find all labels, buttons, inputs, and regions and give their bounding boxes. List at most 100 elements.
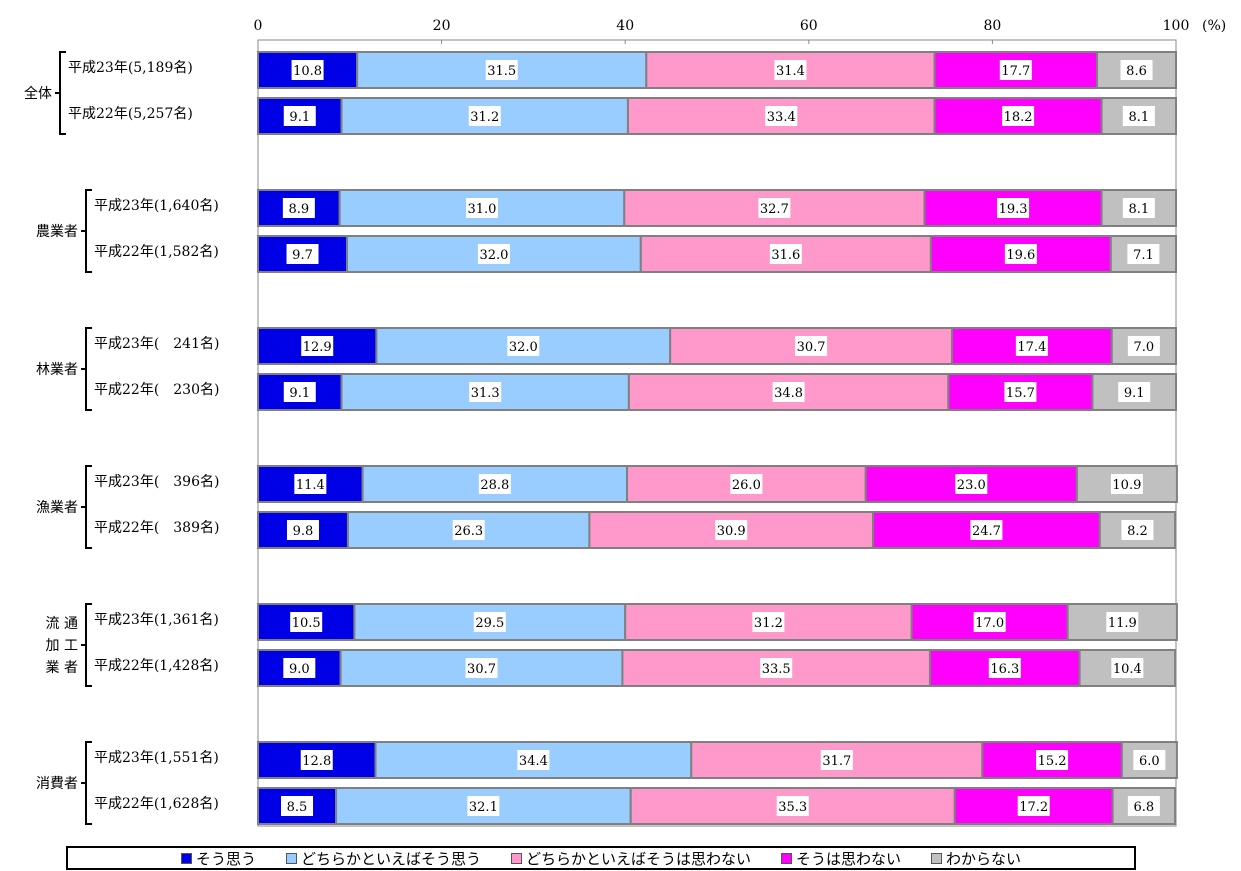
data-label-box: [776, 796, 809, 816]
data-label-box: [820, 750, 853, 770]
data-label: 6.0: [1139, 754, 1160, 769]
data-label: 33.5: [762, 662, 791, 677]
legend-swatch: [510, 852, 522, 864]
row-label: 平成23年(1,551名): [94, 750, 219, 766]
row-label: 平成23年(1,640名): [94, 198, 219, 214]
data-label-box: [281, 796, 314, 816]
data-label-box: [477, 244, 510, 264]
data-label-box: [517, 750, 550, 770]
data-label-box: [300, 750, 333, 770]
data-label-box: [955, 474, 988, 494]
data-label-box: [1002, 106, 1035, 126]
data-label: 7.0: [1134, 340, 1155, 355]
legend-item: そう思う: [180, 848, 256, 869]
data-label: 9.8: [293, 524, 314, 539]
legend-label: そう思う: [195, 849, 256, 868]
data-label-box: [286, 520, 319, 540]
x-tick-label: 80: [983, 18, 1001, 34]
data-label-box: [758, 198, 791, 218]
legend-swatch: [285, 852, 297, 864]
legend: そう思う どちらかといえばそう思う どちらかといえばそうは思わない そうは思わない わか…: [66, 846, 1136, 870]
group-label: 漁業者: [36, 500, 78, 516]
data-label: 9.0: [289, 662, 310, 677]
data-label: 8.6: [1126, 64, 1147, 79]
data-label: 16.3: [990, 662, 1019, 677]
data-label-box: [1106, 612, 1139, 632]
data-label: 30.9: [717, 524, 746, 539]
data-label: 32.0: [509, 340, 538, 355]
data-label-box: [1036, 750, 1069, 770]
data-label-box: [795, 336, 828, 356]
data-label-box: [1127, 244, 1160, 264]
row-label: 平成22年(1,428名): [94, 658, 219, 674]
group-bracket: [59, 51, 66, 135]
data-label-box: [1120, 60, 1153, 80]
data-label: 15.2: [1038, 754, 1067, 769]
data-label-box: [1110, 474, 1143, 494]
x-tick-label: 60: [800, 18, 818, 34]
data-label: 26.0: [732, 478, 761, 493]
data-label-box: [1015, 336, 1048, 356]
data-label-box: [283, 382, 316, 402]
group-bracket: [85, 189, 92, 273]
data-label-box: [282, 198, 315, 218]
data-label-box: [507, 336, 540, 356]
data-label: 12.9: [303, 340, 332, 355]
data-label-box: [752, 612, 785, 632]
data-label: 10.9: [1112, 478, 1141, 493]
data-label: 34.8: [774, 386, 803, 401]
row-label: 平成23年( 241名): [94, 336, 219, 352]
data-label: 8.1: [1128, 110, 1149, 125]
data-label-box: [468, 106, 501, 126]
data-label: 34.4: [519, 754, 548, 769]
data-label: 9.1: [1124, 386, 1145, 401]
data-label: 9.1: [289, 386, 310, 401]
data-label-box: [1133, 750, 1166, 770]
data-label-box: [769, 244, 802, 264]
data-label: 26.3: [454, 524, 483, 539]
data-label-box: [1122, 198, 1155, 218]
group-label: 流 通: [46, 616, 78, 632]
data-label-box: [283, 106, 316, 126]
data-label: 10.4: [1113, 662, 1142, 677]
x-tick-label: 20: [433, 18, 451, 34]
data-label: 8.1: [1128, 202, 1149, 217]
data-label: 7.1: [1133, 248, 1154, 263]
legend-label: どちらかといえばそうは思わない: [525, 849, 751, 868]
data-label-box: [290, 612, 323, 632]
data-label-box: [715, 520, 748, 540]
data-label-box: [283, 658, 316, 678]
data-label: 30.7: [797, 340, 826, 355]
data-label-box: [1111, 658, 1144, 678]
bar-segment: [1100, 97, 1177, 135]
legend-swatch: [931, 852, 943, 864]
data-label: 30.7: [467, 662, 496, 677]
data-label: 33.4: [767, 110, 796, 125]
data-label-box: [1121, 520, 1154, 540]
data-label-box: [465, 658, 498, 678]
legend-item: どちらかといえばそうは思わない: [510, 848, 751, 869]
row-label: 平成23年(5,189名): [68, 60, 193, 76]
data-label-box: [1127, 796, 1160, 816]
stacked-bar-chart: 0 20 40 60 80 100 (%) 10.8 31.5 31.4 17.7 8.6 平成23年(…: [24, 18, 1226, 827]
data-label: 35.3: [778, 800, 807, 815]
data-label-box: [1004, 244, 1037, 264]
data-label-box: [1127, 336, 1160, 356]
data-label: 19.3: [999, 202, 1028, 217]
data-label-box: [485, 60, 518, 80]
bar-segment: [335, 787, 632, 825]
bar-segment: [627, 373, 950, 411]
data-label: 32.0: [479, 248, 508, 263]
data-label: 11.4: [296, 478, 325, 493]
data-label: 11.9: [1108, 616, 1137, 631]
row-label: 平成23年(1,361名): [94, 612, 219, 628]
data-label: 10.8: [293, 64, 322, 79]
data-label-box: [1017, 796, 1050, 816]
data-label: 31.0: [468, 202, 497, 217]
data-label: 17.0: [975, 616, 1004, 631]
data-label-box: [772, 382, 805, 402]
data-label-box: [469, 382, 502, 402]
x-tick-label: 40: [616, 18, 634, 34]
group-bracket: [85, 603, 92, 687]
data-label-box: [973, 612, 1006, 632]
